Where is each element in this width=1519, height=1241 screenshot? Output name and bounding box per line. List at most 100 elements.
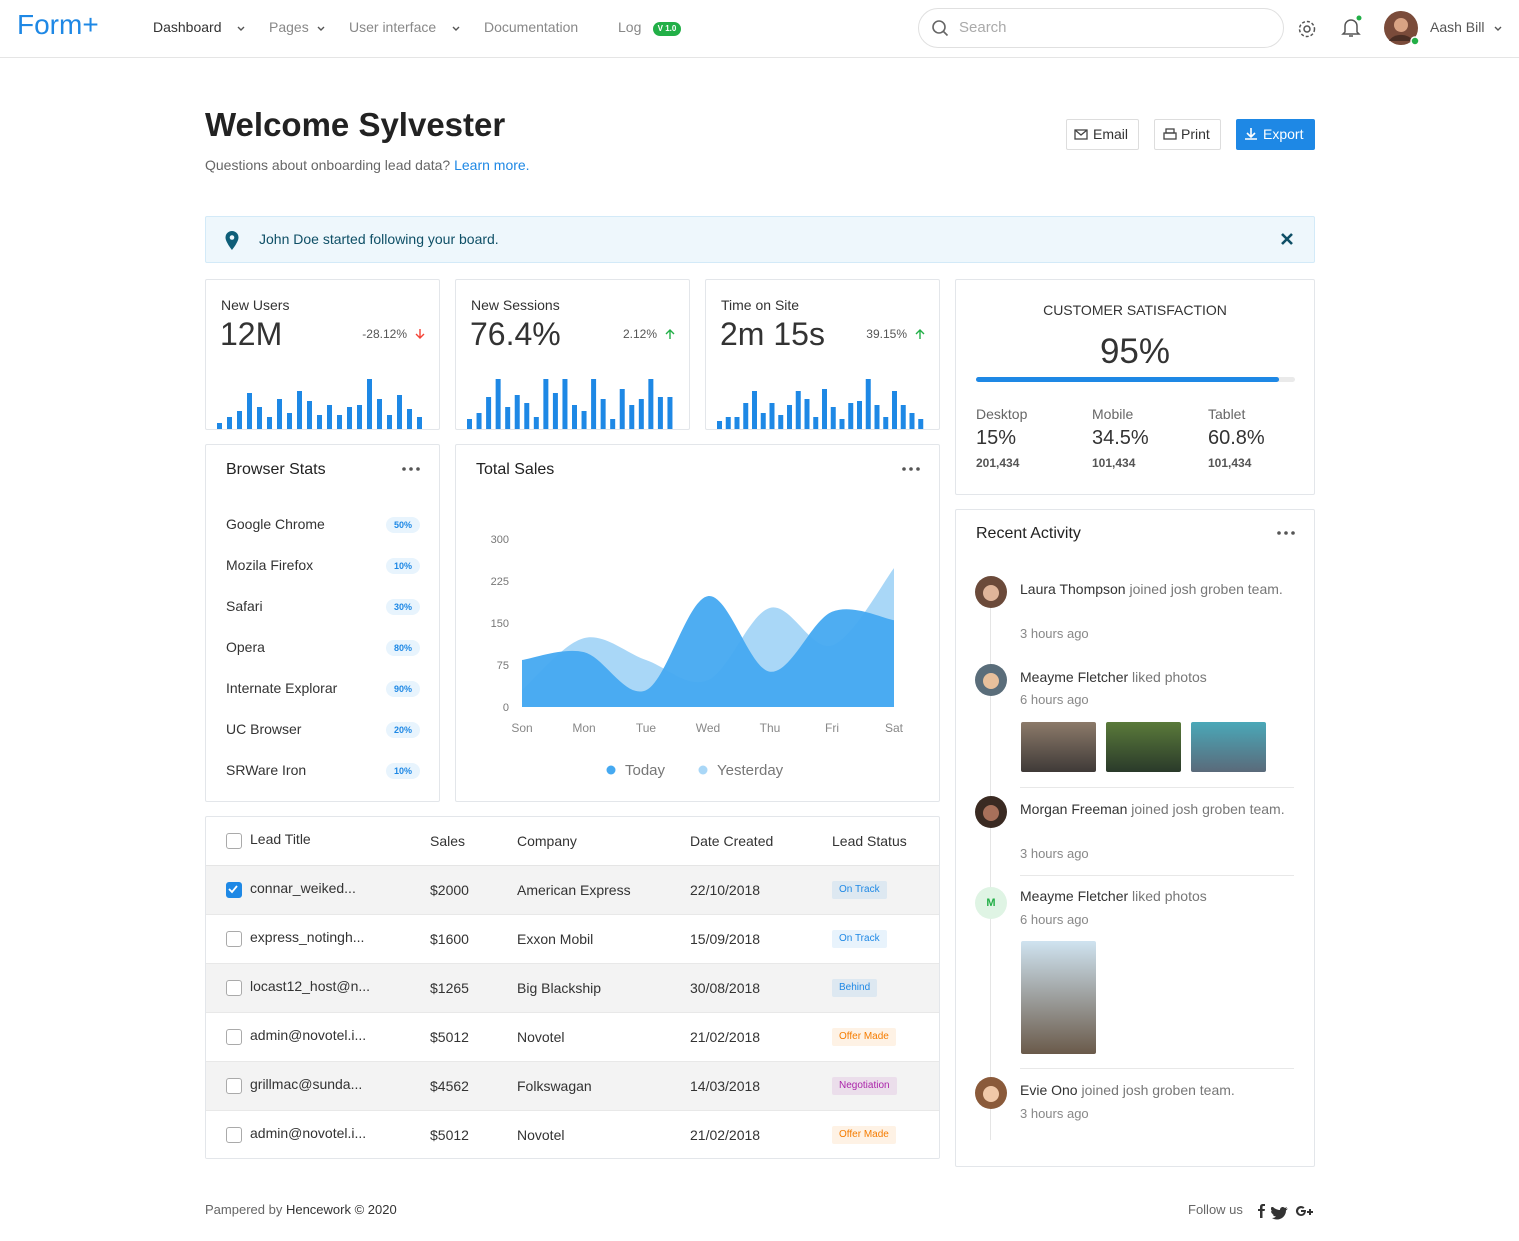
nav-item[interactable]: Documentation [484, 19, 579, 35]
footer-brand[interactable]: Hencework © 2020 [285, 1202, 397, 1217]
bar [347, 407, 352, 429]
table-cell: grillmac@sunda... [250, 1076, 363, 1092]
area-series [522, 596, 894, 707]
x-tick-label: Wed [696, 721, 720, 735]
brand[interactable]: Form+ [17, 9, 99, 40]
check-icon [228, 885, 238, 894]
legend-dot [606, 765, 616, 775]
activity-photo[interactable] [1021, 941, 1096, 1054]
recent-activity-card: Recent Activity [955, 509, 1315, 1167]
trend-arrow [415, 329, 425, 339]
table-row [206, 915, 939, 964]
satisfaction-value: 95% [1099, 332, 1171, 371]
bar [337, 415, 342, 429]
browser-percent: 30% [386, 599, 420, 615]
y-tick-label: 150 [491, 618, 509, 630]
page-title: Welcome Sylvester [205, 106, 506, 143]
stat-label: New Users [221, 297, 290, 313]
user-name[interactable]: Aash Bill [1430, 19, 1485, 35]
table-cell: Exxon Mobil [517, 931, 594, 947]
activity-user[interactable]: Meayme Fletcher [1020, 888, 1129, 904]
arrow [415, 329, 425, 339]
activity-photo[interactable] [1191, 722, 1266, 772]
row-checkbox[interactable] [226, 1127, 242, 1143]
activity-time: 3 hours ago [1020, 1106, 1089, 1121]
dot [402, 467, 406, 471]
status-badge: Behind [832, 979, 878, 997]
avatar [975, 664, 1007, 696]
arrow [915, 329, 925, 339]
table-row [206, 1062, 939, 1111]
email-button[interactable]: Email [1066, 119, 1139, 150]
status-badge: On Track [832, 881, 887, 899]
bar [307, 401, 312, 429]
card-title: Total Sales [476, 461, 555, 478]
row-checkbox[interactable] [226, 931, 242, 947]
y-tick-label: 0 [503, 702, 509, 714]
bar [227, 417, 232, 429]
social-icons[interactable] [1254, 1203, 1324, 1220]
activity-photo[interactable] [1106, 722, 1181, 772]
activity-user[interactable]: Morgan Freeman [1020, 801, 1128, 817]
table-cell: connar_weiked... [250, 880, 356, 896]
row-checkbox[interactable] [226, 882, 242, 898]
stat-label: New Sessions [471, 297, 560, 313]
stat-value: 2m 15s [720, 316, 825, 352]
activity-user[interactable]: Laura Thompson [1020, 581, 1126, 597]
alert-close[interactable] [1281, 233, 1293, 245]
activity-action: joined josh groben team. [1081, 1082, 1235, 1098]
activity-text: Meayme Fletcher liked photos [1020, 667, 1295, 688]
learn-more-link[interactable]: Learn more. [454, 157, 530, 173]
browser-percent: 10% [386, 763, 420, 779]
bar [476, 413, 482, 429]
bar [804, 399, 810, 429]
more-menu[interactable] [1277, 530, 1297, 536]
browser-percent: 50% [386, 517, 420, 533]
row-checkbox[interactable] [226, 1029, 242, 1045]
row-checkbox[interactable] [226, 833, 242, 849]
notification-icon[interactable] [1340, 15, 1362, 38]
search-placeholder[interactable]: Search [959, 19, 1007, 36]
activity-action: liked photos [1132, 888, 1207, 904]
nav-item[interactable]: Dashboard [153, 19, 222, 35]
table-cell: 21/02/2018 [690, 1127, 761, 1143]
table-cell: $2000 [430, 882, 469, 898]
more-menu[interactable] [902, 466, 922, 472]
card-title: Recent Activity [976, 525, 1081, 542]
activity-user[interactable]: Meayme Fletcher [1020, 669, 1129, 685]
activity-photo[interactable] [1021, 722, 1096, 772]
activity-time: 6 hours ago [1020, 912, 1089, 927]
table-cell: Folkswagan [517, 1078, 592, 1094]
separator [1020, 875, 1294, 876]
nav-item[interactable]: Pages [269, 19, 309, 35]
column-header: Lead Status [832, 833, 907, 849]
avatar-face [983, 1086, 999, 1102]
navbar [0, 0, 1519, 58]
activity-user[interactable]: Evie Ono [1020, 1082, 1078, 1098]
table-cell: 22/10/2018 [690, 882, 761, 898]
table-cell: 30/08/2018 [690, 980, 761, 996]
row-checkbox[interactable] [226, 1078, 242, 1094]
search-box[interactable] [918, 8, 1284, 48]
bar [874, 405, 880, 429]
bar [217, 423, 222, 429]
bar [543, 379, 549, 429]
table-cell: $4562 [430, 1078, 469, 1094]
bar [505, 407, 511, 429]
nav-item[interactable]: Log [618, 19, 642, 35]
browser-percent: 80% [386, 640, 420, 656]
settings-icon[interactable] [1297, 19, 1317, 39]
print-button[interactable]: Print [1154, 119, 1221, 150]
nav-item[interactable]: User interface [349, 19, 437, 35]
bar [327, 405, 332, 429]
dot [1277, 531, 1281, 535]
bar [407, 409, 412, 429]
user-avatar[interactable] [1384, 11, 1420, 47]
device-name: Tablet [1208, 406, 1246, 422]
page-subtitle: Questions about onboarding lead data? Le… [205, 157, 530, 173]
row-checkbox[interactable] [226, 980, 242, 996]
browser-percent: 20% [386, 722, 420, 738]
more-menu[interactable] [402, 466, 422, 472]
subtitle-text: Questions about onboarding lead data? [205, 157, 451, 173]
status-badge: Negotiation [832, 1077, 897, 1095]
